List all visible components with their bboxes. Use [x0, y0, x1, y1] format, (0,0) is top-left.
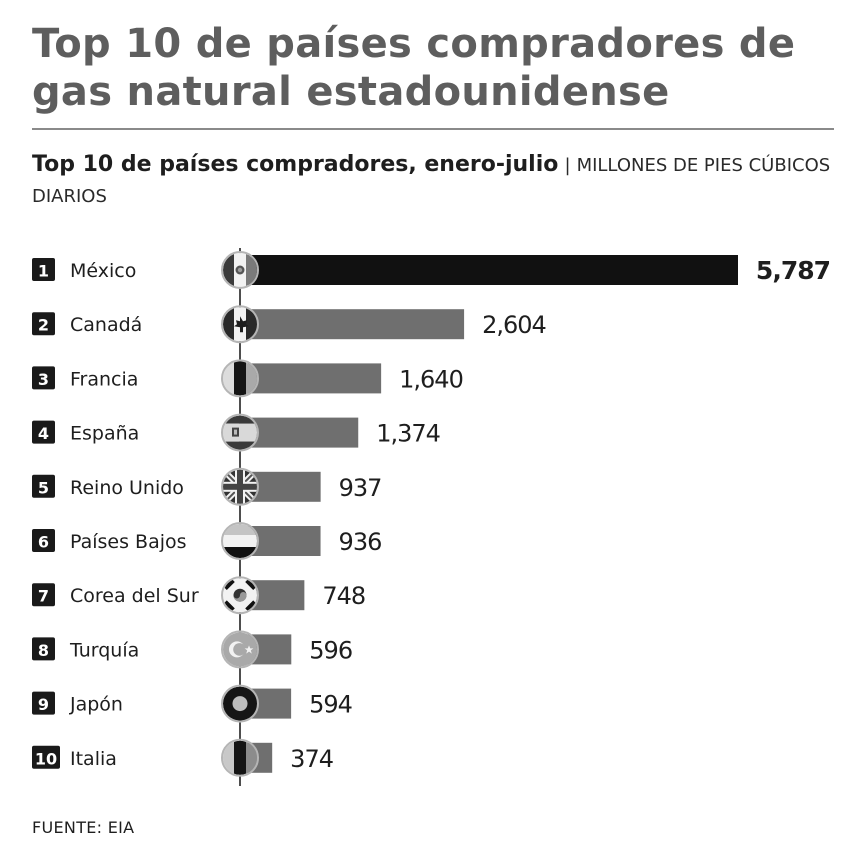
- rank-number: 5: [38, 478, 49, 497]
- country-label: Países Bajos: [70, 531, 187, 553]
- rank-number: 7: [38, 587, 49, 606]
- bar-row-9: 9 Japón 594: [32, 684, 353, 723]
- rank-badge: [32, 312, 55, 336]
- rank-number: 9: [38, 695, 49, 714]
- bar: [240, 309, 465, 340]
- value-label: 594: [309, 691, 352, 719]
- country-label: Canadá: [70, 314, 142, 336]
- south-korea-flag-icon: [221, 576, 259, 615]
- bar-row-5: 5 Reino Unido 937: [32, 467, 382, 506]
- subtitle-units: MILLONES DE PIES CÚBICOS DIARIOS: [32, 155, 831, 207]
- country-label: México: [70, 260, 136, 282]
- value-label: 1,640: [399, 365, 463, 393]
- title-divider: [32, 128, 834, 130]
- value-label: 374: [290, 745, 333, 773]
- country-label: Italia: [70, 748, 117, 770]
- source-note: FUENTE: EIA: [32, 818, 135, 837]
- country-label: Turquía: [69, 639, 139, 661]
- uk-flag-icon: [221, 467, 259, 506]
- country-label: Reino Unido: [70, 477, 184, 499]
- value-label: 937: [339, 474, 382, 502]
- country-label: Japón: [69, 694, 123, 716]
- japan-flag-icon: [221, 684, 259, 723]
- rank-badge: [32, 583, 55, 607]
- value-label: 2,604: [482, 311, 546, 339]
- rank-number: 4: [38, 424, 49, 443]
- value-label: 1,374: [376, 420, 440, 448]
- canada-flag-icon: [221, 305, 259, 344]
- rank-badge: [32, 366, 55, 390]
- rank-badge: [32, 691, 55, 715]
- country-label: Corea del Sur: [70, 585, 199, 607]
- bar-row-2: 2 Canadá 2,604: [32, 305, 547, 344]
- rank-number: 3: [38, 370, 49, 389]
- chart-subtitle: Top 10 de países compradores, enero-juli…: [32, 150, 842, 212]
- bar-row-4: 4 España 1,374: [32, 413, 441, 452]
- rank-number: 8: [38, 641, 49, 660]
- turkey-flag-icon: [221, 630, 259, 669]
- rank-number: 6: [38, 533, 49, 552]
- rank-badge: [32, 420, 55, 444]
- value-label: 748: [322, 582, 365, 610]
- chart-title: Top 10 de países compradores de gas natu…: [32, 21, 796, 115]
- rank-badge: [32, 637, 55, 661]
- italy-flag-icon: [221, 738, 259, 777]
- rank-number: 10: [35, 749, 57, 768]
- rank-badge: [32, 258, 55, 281]
- rank-number: 1: [38, 262, 49, 281]
- rank-badge: [32, 745, 60, 769]
- bar-row-8: 8 Turquía 596: [32, 630, 353, 669]
- bar-row-10: 10 Italia 374: [32, 738, 334, 777]
- value-label: 936: [339, 528, 382, 556]
- spain-flag-icon: [221, 413, 259, 452]
- country-label: España: [70, 423, 139, 445]
- rank-number: 2: [38, 316, 49, 335]
- netherlands-flag-icon: [221, 522, 259, 560]
- bar: [240, 363, 382, 394]
- bar: [240, 255, 738, 285]
- value-label: 596: [309, 636, 352, 664]
- rank-badge: [32, 529, 55, 552]
- mexico-flag-icon: [221, 251, 259, 289]
- subtitle-separator: |: [564, 155, 571, 176]
- subtitle-bold: Top 10 de países compradores, enero-juli…: [32, 152, 559, 177]
- bar-row-7: 7 Corea del Sur 748: [32, 576, 366, 615]
- rank-badge: [32, 474, 55, 498]
- bar-row-1: 1 México 5,787: [32, 251, 831, 289]
- bar-row-3: 3 Francia 1,640: [32, 359, 464, 398]
- bar: [240, 417, 359, 448]
- country-label: Francia: [70, 368, 138, 390]
- value-label: 5,787: [756, 256, 830, 285]
- france-flag-icon: [221, 359, 259, 398]
- bar-row-6: 6 Países Bajos 936: [32, 522, 382, 560]
